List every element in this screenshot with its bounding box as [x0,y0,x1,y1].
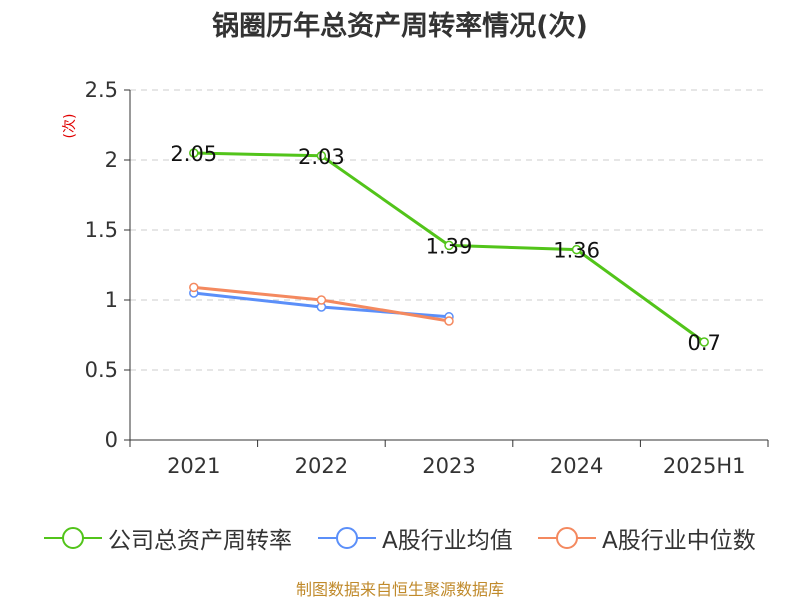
source-note: 制图数据来自恒生聚源数据库 [295,580,504,599]
series-layer [189,148,709,347]
legend-label: A股行业均值 [382,528,513,554]
grid-layer [130,89,768,371]
data-point [444,316,454,326]
y-tick-label: 0.5 [85,358,118,382]
y-tick-label: 1 [105,288,118,312]
chart-title: 锅圈历年总资产周转率情况(次) [212,11,588,42]
legend: 公司总资产周转率 A股行业均值 A股行业中位数 [0,518,800,558]
x-tick-label: 2023 [422,454,475,478]
data-point [571,244,582,255]
data-point [316,151,327,161]
data-point [316,295,327,305]
x-tick-label: 2025H1 [663,454,746,478]
data-point [189,148,199,158]
line-chart: 0 0.5 1 1.5 2 2.5 2021 2022 2023 2024 2025H1 (次) 2… [62,78,769,478]
y-tick-label: 2 [105,148,118,172]
y-tick-label: 2.5 [85,78,118,102]
y-tick-label: 1.5 [85,218,118,242]
legend-marker-icon [318,527,376,549]
y-tick-label: 0 [105,428,118,452]
legend-label: 公司总资产周转率 [108,528,292,554]
data-label: 2.05 [170,142,217,166]
data-label: 1.36 [553,239,600,263]
legend-item[interactable]: A股行业中位数 [538,518,756,558]
legend-item[interactable]: 公司总资产周转率 [44,518,292,558]
y-axis-label: (次) [62,114,78,139]
axis-layer: 0 0.5 1 1.5 2 2.5 2021 2022 2023 2024 2025H1 [85,78,769,478]
data-point [699,337,709,347]
x-tick-label: 2024 [550,454,603,478]
data-point [189,282,199,293]
data-label-layer: 2.05 2.03 1.39 1.36 0.7 [170,142,720,355]
legend-marker-icon [44,527,102,549]
data-label: 2.03 [298,145,345,169]
data-label: 0.7 [687,331,720,355]
x-tick-label: 2021 [167,454,220,478]
x-tick-label: 2022 [295,454,348,478]
data-point [444,240,454,251]
legend-item[interactable]: A股行业均值 [318,518,513,558]
legend-label: A股行业中位数 [602,528,756,554]
legend-marker-icon [538,527,596,549]
data-label: 1.39 [426,234,473,258]
